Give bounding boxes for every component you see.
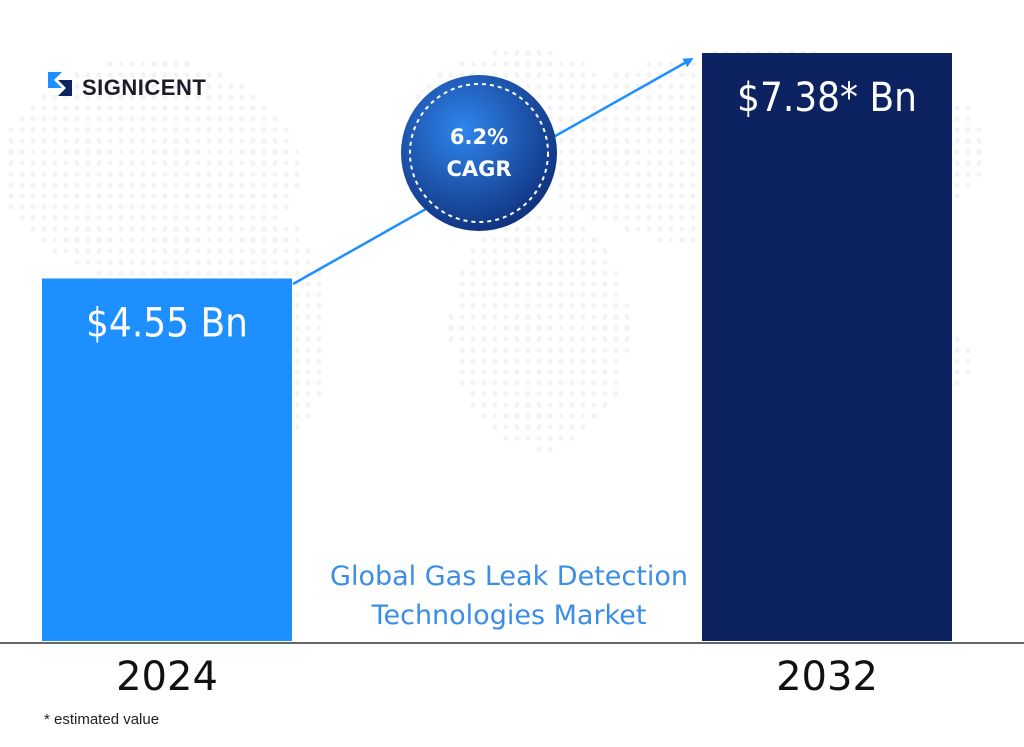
chart-title-line-2: Technologies Market: [371, 600, 647, 631]
bars: $4.55 Bn $7.38* Bn: [42, 53, 952, 641]
x-tick-2032: 2032: [776, 654, 878, 700]
footnote: * estimated value: [44, 711, 159, 728]
cagr-badge: 6.2% CAGR: [401, 75, 557, 231]
signicent-logo-icon: [48, 72, 72, 96]
bar-value-label-2032: $7.38* Bn: [737, 75, 917, 121]
brand-logo: SIGNICENT: [48, 72, 206, 100]
bar-value-label-2024: $4.55 Bn: [86, 300, 248, 346]
cagr-label: CAGR: [446, 157, 511, 181]
bar-2032: [702, 53, 952, 641]
cagr-value: 6.2%: [450, 125, 508, 149]
x-tick-2024: 2024: [116, 654, 218, 700]
x-axis-ticks: 2024 2032: [116, 654, 878, 700]
chart-title-line-1: Global Gas Leak Detection: [330, 561, 688, 592]
bar-2024: [42, 278, 292, 641]
brand-name: SIGNICENT: [82, 75, 206, 100]
